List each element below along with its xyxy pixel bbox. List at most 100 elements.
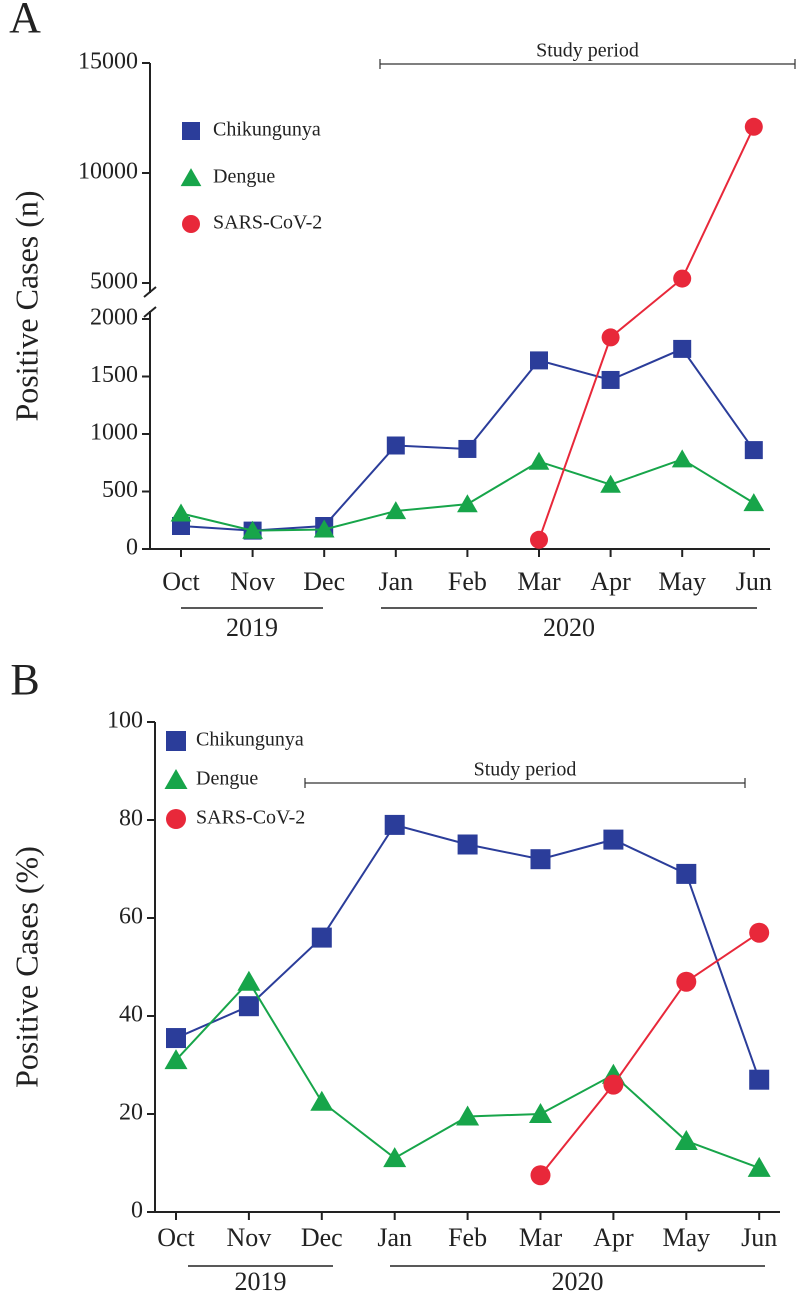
data-point <box>242 520 263 539</box>
x-tick-label: Mar <box>517 567 561 596</box>
x-tick-label: Jan <box>378 567 413 596</box>
data-point <box>529 1103 552 1123</box>
data-point <box>530 849 551 870</box>
y-tick-label: 500 <box>102 477 138 503</box>
x-tick-label: Nov <box>230 567 275 596</box>
x-tick-label: Nov <box>227 1223 272 1252</box>
y-axis-label: Positive Cases (n) <box>8 190 44 421</box>
data-point <box>311 927 332 948</box>
x-tick-label: Jan <box>377 1223 412 1252</box>
legend-marker <box>166 731 186 751</box>
data-point <box>674 1129 698 1150</box>
y-tick-label: 20 <box>119 1100 143 1126</box>
y-tick-label: 0 <box>131 1198 143 1224</box>
legend-label: Chikungunya <box>196 729 304 751</box>
data-point <box>384 814 405 835</box>
series-line <box>175 823 761 1081</box>
y-axis-label: Positive Cases (%) <box>8 846 44 1088</box>
data-point <box>170 503 192 522</box>
series-line <box>538 126 755 541</box>
y-tick-label: 40 <box>119 1002 143 1028</box>
x-tick-label: Feb <box>448 567 487 596</box>
data-point <box>238 996 259 1017</box>
data-point <box>166 1028 186 1049</box>
data-point <box>164 1049 188 1070</box>
legend-marker <box>164 769 188 789</box>
legend-marker <box>166 809 186 829</box>
data-point <box>385 501 407 520</box>
data-point <box>603 1074 624 1095</box>
y-tick-label: 60 <box>119 904 143 930</box>
panel-letter: B <box>10 655 39 704</box>
data-point <box>749 922 770 943</box>
data-point <box>601 370 620 389</box>
x-tick-label: Oct <box>157 1223 195 1252</box>
y-tick-label: 15000 <box>78 49 138 75</box>
data-point <box>237 970 261 991</box>
axis-break <box>143 306 157 318</box>
data-point <box>671 449 693 468</box>
legend-marker <box>182 215 200 233</box>
data-point <box>603 829 624 850</box>
x-tick-label: Jun <box>741 1223 777 1252</box>
data-point <box>530 1165 551 1186</box>
data-point <box>673 269 692 288</box>
data-point <box>530 351 548 370</box>
data-point <box>386 436 405 455</box>
data-point <box>749 1069 770 1090</box>
y-tick-label: 1500 <box>90 362 138 388</box>
data-point <box>601 328 620 347</box>
x-tick-label: May <box>658 567 706 596</box>
legend-label: SARS-CoV-2 <box>196 807 305 829</box>
y-tick-label: 10000 <box>78 159 138 185</box>
legend-label: SARS-CoV-2 <box>213 212 322 234</box>
data-point <box>747 1156 771 1177</box>
y-tick-label: 2000 <box>90 305 138 331</box>
data-point <box>528 451 550 470</box>
x-tick-label: May <box>662 1223 710 1252</box>
data-point <box>744 117 763 136</box>
x-tick-label: Feb <box>448 1223 487 1252</box>
panel-letter: A <box>9 0 41 42</box>
data-point <box>457 834 478 855</box>
x-tick-label: Apr <box>590 567 631 596</box>
data-point <box>530 530 548 549</box>
y-tick-label: 1000 <box>90 420 138 446</box>
x-tick-label: Apr <box>593 1223 634 1252</box>
series-line <box>539 931 760 1176</box>
data-point <box>743 493 765 512</box>
legend-label: Dengue <box>213 166 275 188</box>
data-point <box>673 339 692 358</box>
y-tick-label: 0 <box>126 535 138 561</box>
group-label: 2019 <box>226 613 278 642</box>
y-tick-label: 100 <box>107 708 143 734</box>
data-point <box>458 439 477 458</box>
legend-label: Chikungunya <box>213 119 321 141</box>
axis-break <box>143 286 157 298</box>
x-tick-label: Mar <box>519 1223 563 1252</box>
data-point <box>172 517 190 535</box>
group-label: 2019 <box>235 1267 287 1294</box>
data-point <box>676 863 697 884</box>
data-point <box>383 1147 407 1168</box>
group-label: 2020 <box>543 613 595 642</box>
x-tick-label: Dec <box>301 1223 343 1252</box>
legend-marker <box>180 168 202 187</box>
group-label: 2020 <box>552 1267 604 1294</box>
data-point <box>600 474 621 493</box>
y-tick-label: 80 <box>119 806 143 832</box>
y-tick-label: 5000 <box>90 269 138 295</box>
study-label: Study period <box>474 759 577 781</box>
x-tick-label: Dec <box>303 567 345 596</box>
legend-label: Dengue <box>196 768 258 790</box>
data-point <box>456 1105 480 1126</box>
data-point <box>676 971 697 992</box>
series-line <box>175 980 760 1169</box>
x-tick-label: Oct <box>162 567 200 596</box>
data-point <box>744 441 763 460</box>
data-point <box>313 519 335 538</box>
data-point <box>310 1090 334 1111</box>
study-label: Study period <box>536 40 639 62</box>
x-tick-label: Jun <box>736 567 772 596</box>
